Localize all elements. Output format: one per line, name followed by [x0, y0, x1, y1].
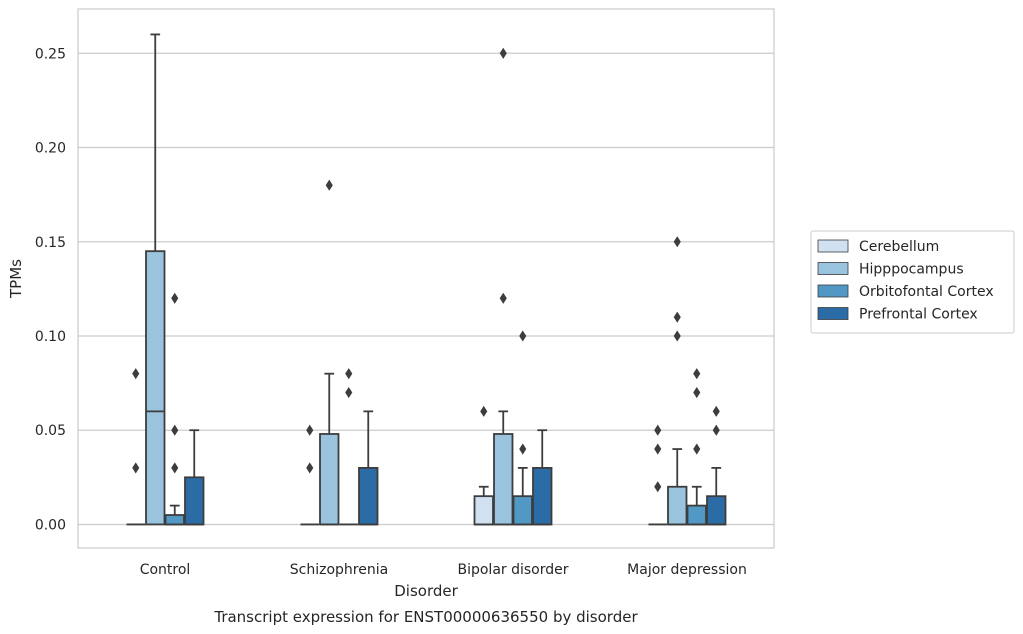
box-body — [686, 504, 707, 526]
x-tick-label: Schizophrenia — [290, 562, 388, 578]
box-cerebellum — [473, 405, 494, 526]
outlier-point — [712, 405, 720, 417]
outlier-point — [325, 179, 333, 191]
box-prefrontal-cortex — [706, 405, 727, 526]
legend-swatch — [817, 239, 849, 253]
box-hipppocampus — [145, 33, 166, 526]
box-body — [473, 495, 494, 526]
outlier-point — [519, 330, 527, 342]
box-orbitofontal-cortex — [686, 368, 707, 526]
y-tick-label: 0.20 — [35, 141, 66, 157]
box-orbitofontal-cortex — [164, 292, 185, 526]
legend-item: Prefrontal Cortex — [817, 307, 978, 323]
legend-swatch — [817, 284, 849, 298]
box-body — [145, 250, 166, 526]
box-body — [512, 495, 533, 526]
box-cerebellum — [648, 424, 667, 526]
y-tick-label: 0.00 — [35, 517, 66, 533]
outlier-point — [480, 405, 488, 417]
outlier-point — [654, 481, 662, 493]
box-hipppocampus — [493, 47, 514, 526]
box-layer — [126, 33, 727, 526]
outlier-point — [132, 368, 140, 380]
x-axis-label: Disorder — [394, 582, 458, 600]
outlier-point — [673, 311, 681, 323]
outlier-point — [519, 443, 527, 455]
outlier-point — [306, 424, 314, 436]
outlier-point — [499, 47, 507, 59]
outlier-point — [171, 424, 179, 436]
box-body — [493, 433, 514, 526]
legend-label: Orbitofontal Cortex — [859, 284, 994, 300]
outlier-point — [654, 424, 662, 436]
box-hipppocampus — [667, 236, 688, 526]
box-body — [319, 433, 340, 526]
box-body — [667, 485, 688, 526]
outlier-point — [306, 462, 314, 474]
plot-area-frame — [77, 8, 775, 549]
legend-swatch — [817, 307, 849, 320]
outlier-point — [171, 462, 179, 474]
legend-item: Hipppocampus — [817, 262, 964, 278]
legend-swatch — [817, 262, 849, 275]
x-tick-label: Bipolar disorder — [457, 562, 568, 578]
box-cerebellum — [300, 424, 319, 526]
gridlines — [78, 52, 774, 526]
box-orbitofontal-cortex — [512, 330, 533, 526]
legend: Cerebellum Hipppocampus Orbitofontal Corte… — [810, 230, 1015, 334]
x-axis-ticks: Control Schizophrenia Bipolar disorder Majo… — [140, 562, 747, 578]
legend-frame — [810, 230, 1015, 334]
outlier-point — [693, 443, 701, 455]
outlier-point — [345, 386, 353, 399]
box-prefrontal-cortex — [532, 429, 553, 526]
legend-label: Hipppocampus — [859, 262, 964, 278]
outlier-point — [654, 443, 662, 455]
outlier-point — [712, 424, 720, 436]
y-tick-label: 0.05 — [35, 423, 66, 439]
box-prefrontal-cortex — [358, 410, 379, 526]
legend-item: Cerebellum — [817, 239, 939, 255]
x-tick-label: Control — [140, 562, 191, 578]
chart-caption: Transcript expression for ENST0000063655… — [213, 608, 638, 626]
outlier-point — [693, 386, 701, 399]
y-tick-label: 0.15 — [35, 235, 66, 251]
box-body — [706, 495, 727, 526]
outlier-point — [171, 292, 179, 304]
box-orbitofontal-cortex — [339, 368, 358, 526]
y-axis-ticks: 0.00 0.05 0.10 0.15 0.20 0.25 — [35, 46, 66, 533]
x-tick-label: Major depression — [627, 562, 747, 578]
outlier-point — [132, 462, 140, 474]
outlier-point — [673, 330, 681, 342]
outlier-point — [693, 368, 701, 380]
y-tick-label: 0.25 — [35, 46, 66, 62]
outlier-point — [345, 368, 353, 380]
outlier-point — [499, 292, 507, 304]
legend-label: Prefrontal Cortex — [859, 307, 978, 323]
box-body — [184, 476, 205, 526]
box-prefrontal-cortex — [184, 429, 205, 526]
box-body — [532, 467, 553, 526]
outlier-point — [673, 236, 681, 248]
box-body — [358, 467, 379, 526]
box-hipppocampus — [319, 179, 340, 526]
legend-label: Cerebellum — [859, 239, 939, 255]
legend-item: Orbitofontal Cortex — [817, 284, 994, 300]
y-tick-label: 0.10 — [35, 329, 66, 345]
box-body — [164, 514, 185, 526]
box-cerebellum — [126, 368, 145, 526]
y-axis-label: TPMs — [7, 259, 25, 299]
